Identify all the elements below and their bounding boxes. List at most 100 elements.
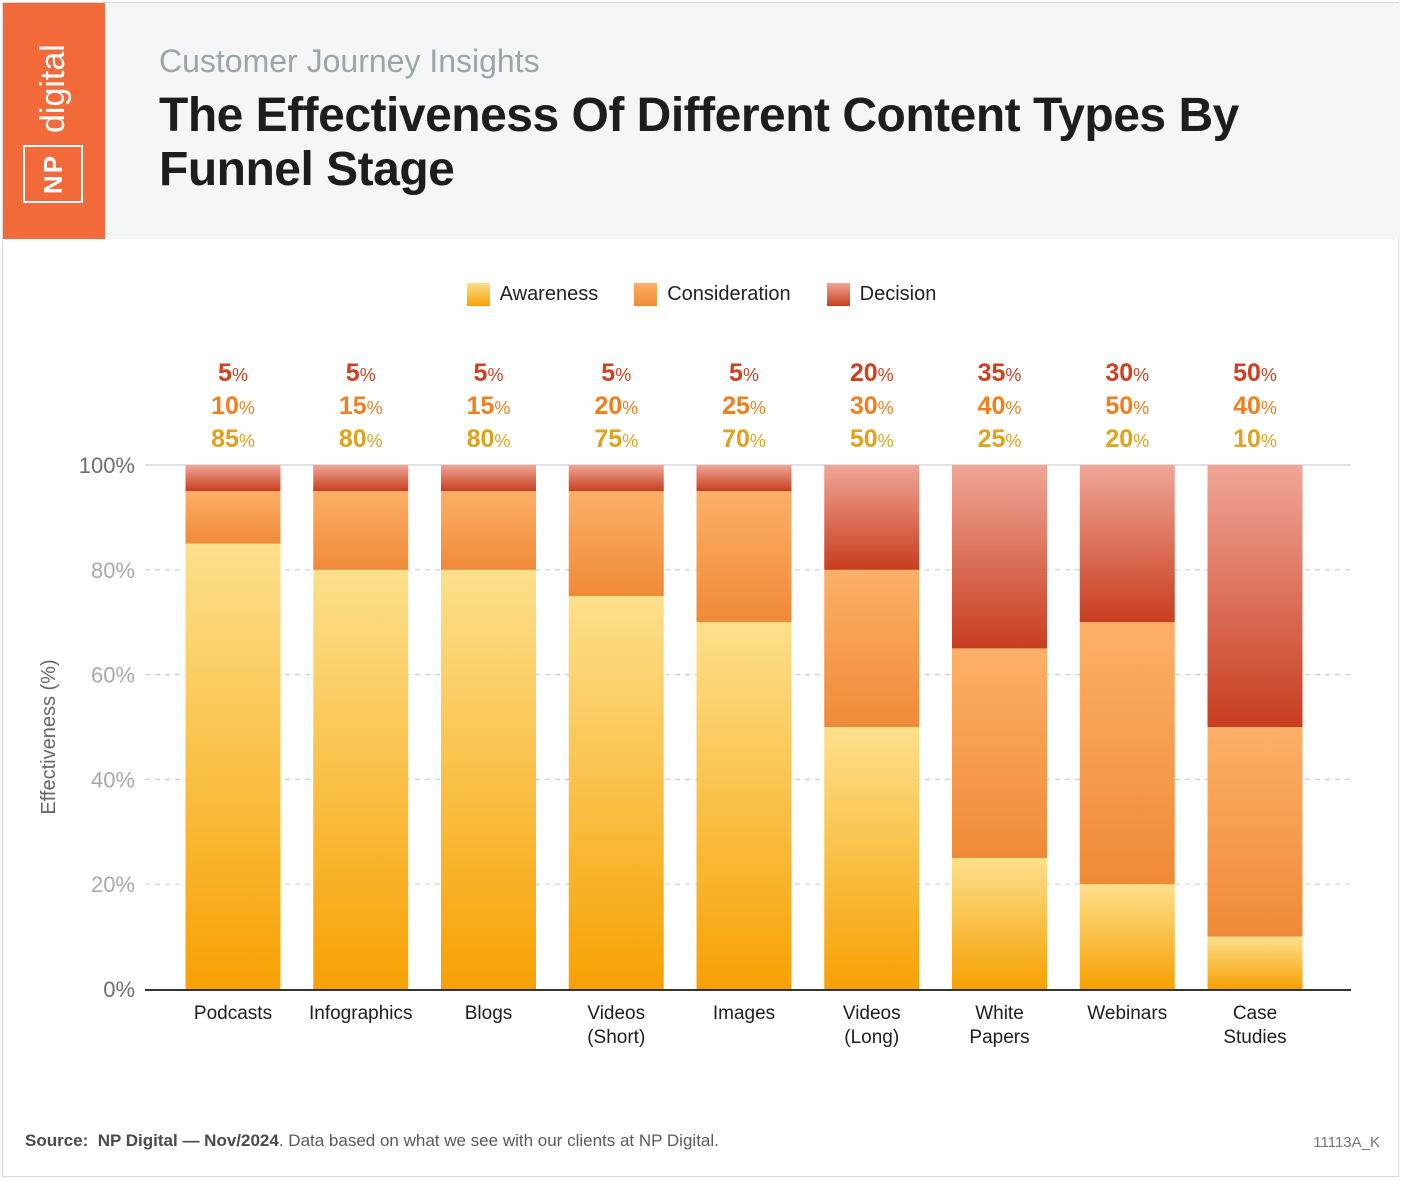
bar-segment-consideration bbox=[313, 491, 409, 570]
value-label-awareness: 85% bbox=[211, 425, 255, 453]
x-tick-label: Infographics bbox=[309, 1003, 413, 1024]
value-label-awareness: 70% bbox=[722, 425, 766, 453]
legend-swatch bbox=[634, 283, 658, 306]
bar-segment-consideration bbox=[185, 491, 281, 544]
bar-segment-decision bbox=[441, 465, 536, 492]
bar-segment-decision bbox=[568, 465, 664, 492]
bar-segment-awareness bbox=[952, 858, 1047, 989]
value-label-awareness: 80% bbox=[467, 425, 511, 453]
chart-title: The Effectiveness Of Different Content T… bbox=[159, 89, 1239, 196]
legend-label: Decision bbox=[859, 283, 937, 305]
bar-segment-decision bbox=[952, 465, 1047, 649]
bar-stack bbox=[441, 465, 536, 989]
value-label-consideration: 30% bbox=[850, 392, 894, 420]
value-label-consideration: 10% bbox=[211, 392, 255, 420]
legend: Awareness Consideration Decision bbox=[3, 283, 1400, 306]
x-tick-label: Blogs bbox=[465, 1003, 513, 1024]
bar-segment-decision bbox=[313, 465, 409, 492]
bar-stack bbox=[952, 465, 1047, 989]
x-tick-label: Podcasts bbox=[194, 1003, 272, 1024]
bar-segment-awareness bbox=[696, 622, 792, 989]
value-label-decision: 30% bbox=[1105, 359, 1149, 387]
legend-swatch bbox=[826, 283, 850, 306]
value-label-consideration: 15% bbox=[467, 392, 511, 420]
bar-stack bbox=[1207, 465, 1303, 989]
x-tick-label: Webinars bbox=[1087, 1003, 1167, 1024]
bar-segment-decision bbox=[185, 465, 281, 492]
source-description: . Data based on what we see with our cli… bbox=[278, 1131, 719, 1150]
source-label: Source: bbox=[25, 1131, 89, 1150]
bar-segment-consideration bbox=[824, 569, 920, 727]
legend-label: Consideration bbox=[667, 283, 791, 305]
value-label-decision: 5% bbox=[346, 359, 376, 387]
reference-code: 11113A_K bbox=[1313, 1134, 1380, 1151]
bar-segment-decision bbox=[696, 465, 792, 492]
bar-segment-awareness bbox=[313, 569, 409, 989]
bar-stack bbox=[313, 465, 409, 989]
value-label-decision: 5% bbox=[218, 359, 248, 387]
bar-segment-awareness bbox=[824, 727, 920, 989]
value-label-awareness: 20% bbox=[1105, 425, 1149, 453]
bar-segment-consideration bbox=[952, 648, 1047, 858]
value-label-awareness: 10% bbox=[1233, 425, 1277, 453]
x-tick-label: Case Studies bbox=[1223, 1003, 1286, 1048]
legend-item-consideration: Consideration bbox=[634, 283, 791, 306]
y-tick-label: 40% bbox=[91, 767, 135, 792]
y-tick-label: 100% bbox=[79, 453, 135, 478]
value-label-consideration: 40% bbox=[978, 392, 1022, 420]
bar-segment-consideration bbox=[568, 491, 664, 596]
y-tick-label: 0% bbox=[103, 977, 135, 1002]
source-name: NP Digital — Nov/2024 bbox=[97, 1131, 279, 1150]
value-label-decision: 5% bbox=[474, 359, 504, 387]
bar-segment-consideration bbox=[1079, 622, 1175, 885]
chart-subtitle: Customer Journey Insights bbox=[159, 43, 540, 79]
bar-segment-awareness bbox=[185, 543, 281, 989]
value-label-consideration: 20% bbox=[594, 392, 638, 420]
value-label-awareness: 80% bbox=[339, 425, 383, 453]
bar-segment-awareness bbox=[1079, 884, 1175, 989]
header: NP digital Customer Journey Insights The… bbox=[3, 3, 1400, 239]
bar-stack bbox=[185, 465, 281, 989]
y-tick-label: 20% bbox=[91, 872, 135, 897]
value-label-decision: 5% bbox=[729, 359, 759, 387]
bar-segment-awareness bbox=[568, 596, 664, 989]
y-tick-label: 80% bbox=[91, 558, 135, 583]
bar-segment-awareness bbox=[1207, 936, 1303, 989]
y-axis-title: Effectiveness (%) bbox=[38, 659, 60, 814]
bar-segment-awareness bbox=[441, 569, 536, 989]
value-label-awareness: 75% bbox=[594, 425, 638, 453]
value-label-decision: 50% bbox=[1233, 359, 1277, 387]
bar-stack bbox=[696, 465, 792, 989]
value-label-awareness: 50% bbox=[850, 425, 894, 453]
value-label-decision: 35% bbox=[978, 359, 1022, 387]
bar-segment-consideration bbox=[1207, 727, 1303, 937]
source-note: Source: NP Digital — Nov/2024. Data base… bbox=[25, 1131, 719, 1151]
value-label-decision: 5% bbox=[601, 359, 631, 387]
x-tick-label: Videos (Long) bbox=[843, 1003, 901, 1048]
x-tick-label: Videos (Short) bbox=[587, 1003, 645, 1048]
bar-segment-consideration bbox=[441, 491, 536, 570]
bar-stack bbox=[824, 465, 920, 989]
legend-item-decision: Decision bbox=[826, 283, 937, 306]
x-tick-label: White Papers bbox=[969, 1003, 1029, 1048]
legend-item-awareness: Awareness bbox=[466, 283, 599, 306]
bar-segment-consideration bbox=[696, 491, 792, 623]
value-label-consideration: 40% bbox=[1233, 392, 1277, 420]
bar-segment-decision bbox=[1207, 465, 1303, 727]
stacked-bar-chart: 5% 10% 85% 5% 15% 80% 5% 15% 80% 5% 20% 75% 5% 25% 70%… bbox=[38, 359, 1351, 1048]
bar-stack bbox=[1079, 465, 1175, 989]
value-label-decision: 20% bbox=[850, 359, 894, 387]
bar-stack bbox=[568, 465, 664, 989]
legend-swatch bbox=[466, 283, 490, 306]
value-label-consideration: 25% bbox=[722, 392, 766, 420]
y-tick-label: 60% bbox=[91, 663, 135, 688]
value-label-awareness: 25% bbox=[978, 425, 1022, 453]
bar-segment-decision bbox=[824, 465, 920, 570]
value-label-consideration: 15% bbox=[339, 392, 383, 420]
bar-segment-decision bbox=[1079, 465, 1175, 623]
x-tick-label: Images bbox=[713, 1003, 775, 1024]
value-label-consideration: 50% bbox=[1105, 392, 1149, 420]
np-digital-logo: NP digital bbox=[3, 3, 105, 239]
legend-label: Awareness bbox=[499, 283, 599, 305]
